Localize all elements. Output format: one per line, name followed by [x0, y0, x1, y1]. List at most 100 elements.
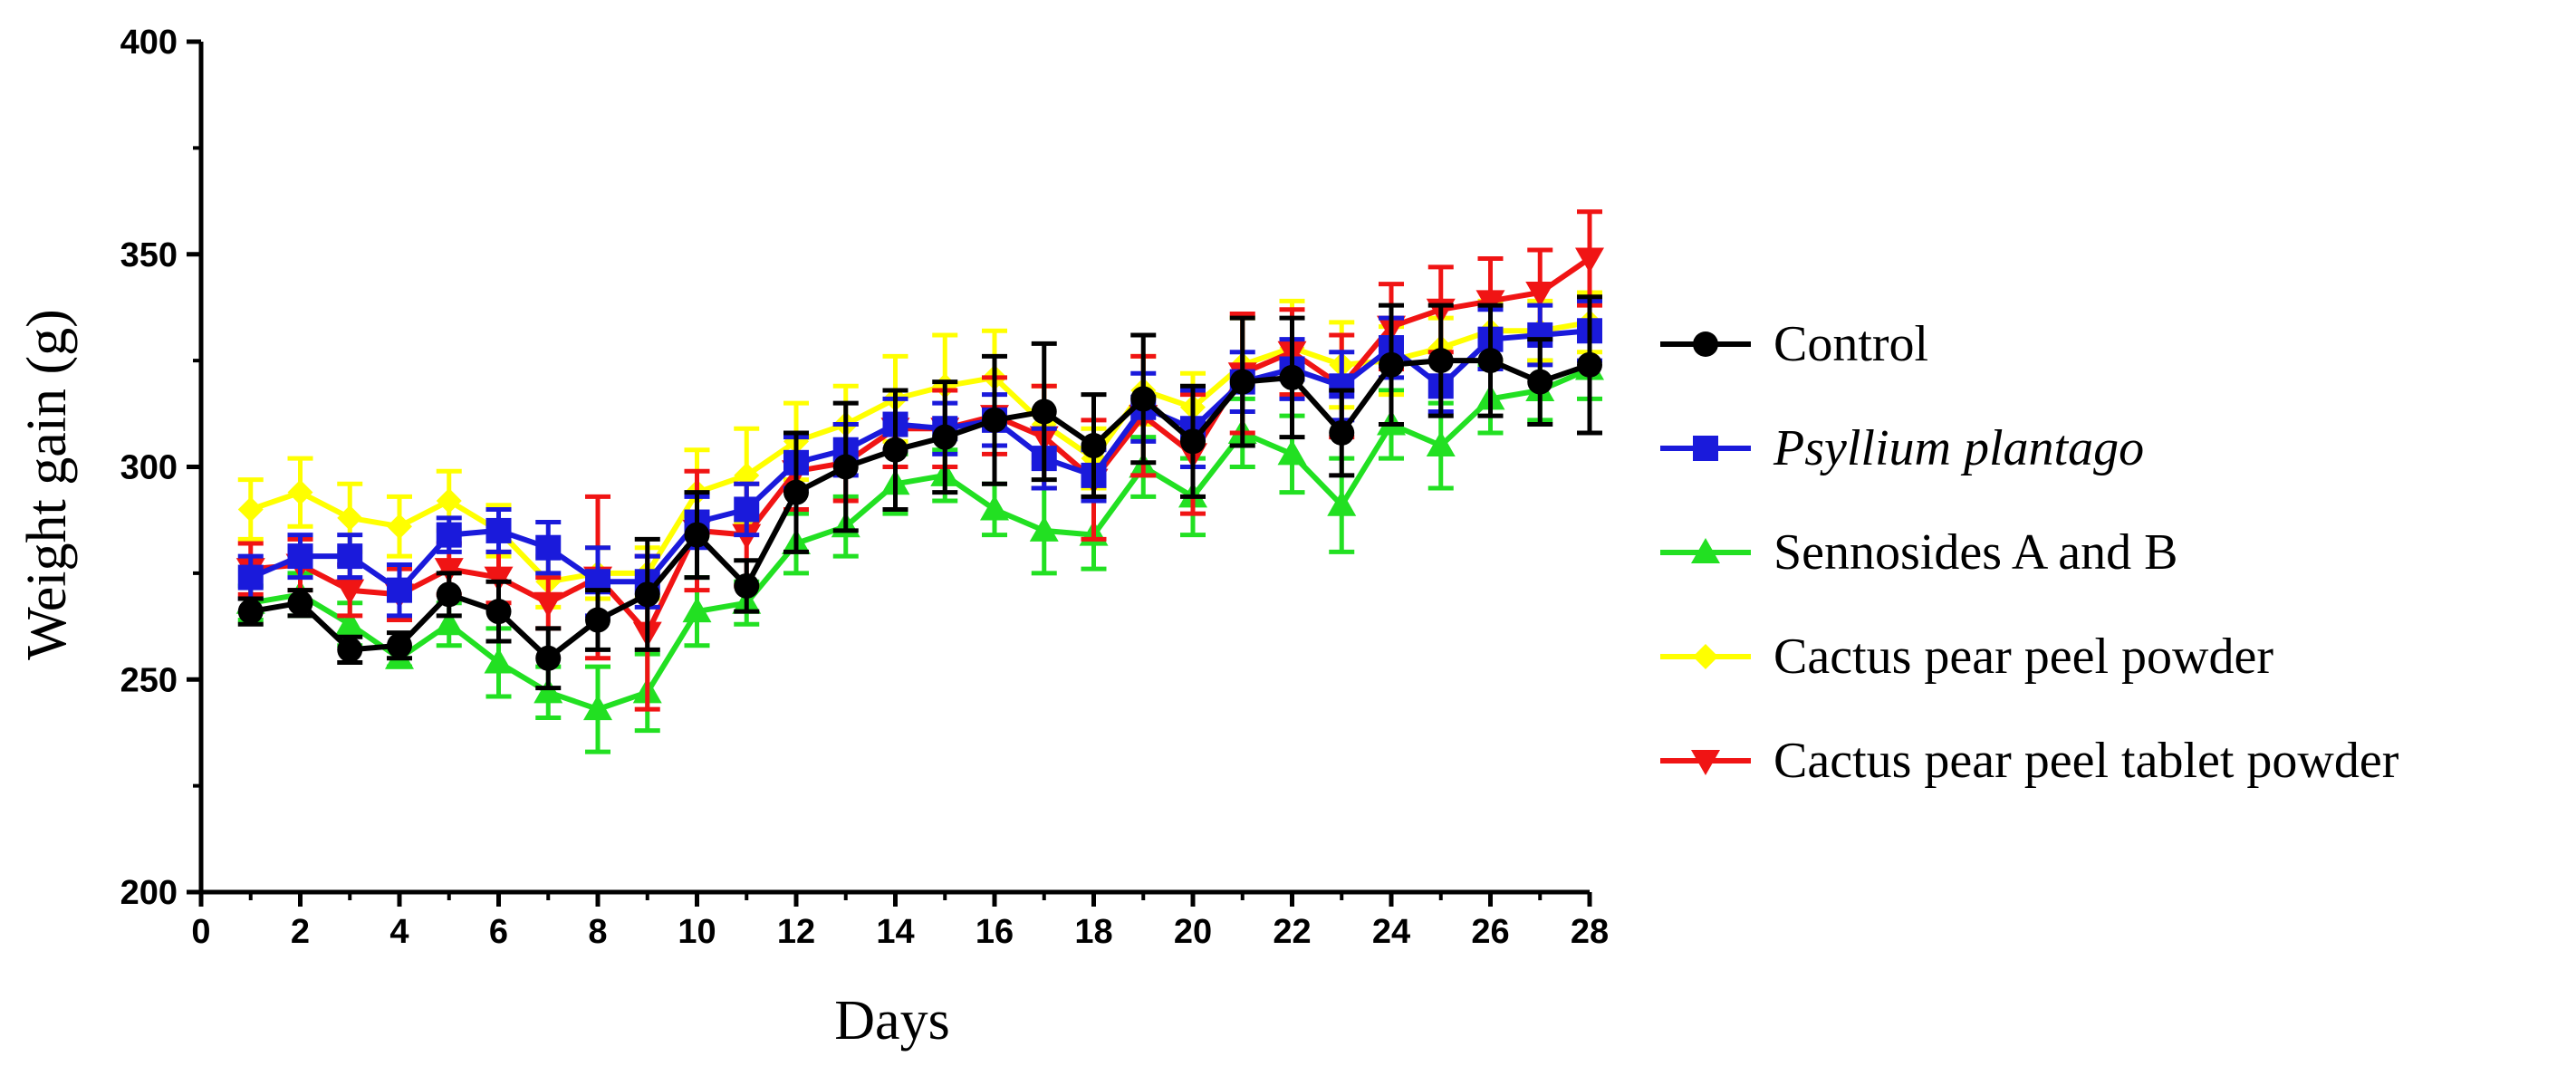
legend-item-0: Control	[1660, 316, 1928, 372]
data-point	[1029, 515, 1059, 542]
data-point	[1477, 348, 1504, 374]
data-point	[436, 488, 462, 514]
legend-swatch-marker	[1693, 436, 1718, 461]
data-point	[287, 543, 313, 570]
data-point	[436, 581, 462, 608]
data-point	[1427, 348, 1454, 374]
data-point	[980, 495, 1009, 521]
data-point	[237, 564, 264, 591]
series-layer	[235, 209, 1604, 754]
data-point	[533, 677, 563, 704]
data-point	[932, 424, 958, 450]
legend-swatch-marker	[1693, 644, 1718, 669]
data-point	[1575, 247, 1604, 274]
legend-item-3: Cactus pear peel powder	[1660, 629, 2273, 685]
data-point	[1277, 439, 1307, 466]
y-tick-label: 350	[120, 236, 178, 274]
data-point	[682, 597, 712, 623]
legend-label: Cactus pear peel powder	[1773, 629, 2273, 685]
data-point	[287, 590, 313, 616]
y-axis-title: Weight gain (g)	[16, 309, 78, 660]
data-point	[484, 648, 514, 674]
x-tick-label: 0	[191, 913, 210, 951]
data-point	[1527, 369, 1553, 395]
data-point	[436, 522, 462, 548]
legend-swatch-marker	[1691, 750, 1720, 775]
data-point	[882, 437, 908, 463]
data-point	[684, 522, 710, 548]
data-point	[1426, 431, 1456, 457]
legend-label: Psyllium plantago	[1773, 420, 2144, 476]
data-point	[1329, 419, 1355, 446]
data-point	[484, 566, 514, 592]
data-point	[734, 496, 760, 523]
data-point	[585, 607, 610, 633]
x-tick-label: 4	[389, 913, 409, 951]
data-point	[1031, 399, 1057, 425]
y-tick-label: 400	[120, 24, 178, 62]
x-tick-label: 28	[1571, 913, 1609, 951]
data-point	[1475, 290, 1505, 316]
legend-label: Control	[1773, 316, 1928, 372]
data-point	[982, 407, 1007, 433]
x-tick-label: 2	[291, 913, 310, 951]
x-tick-label: 14	[876, 913, 914, 951]
data-point	[337, 637, 363, 663]
data-point	[337, 504, 363, 531]
legend-swatch-marker	[1691, 538, 1720, 563]
data-point	[583, 695, 612, 721]
x-tick-label: 22	[1273, 913, 1311, 951]
data-point	[335, 610, 365, 636]
series-line	[250, 366, 1591, 713]
legend-item-1: Psyllium plantago	[1660, 420, 2144, 476]
x-tick-label: 16	[976, 913, 1014, 951]
legend-label: Sennosides A and B	[1773, 524, 2177, 581]
data-point	[832, 454, 859, 480]
x-tick-label: 6	[489, 913, 508, 951]
x-tick-label: 18	[1074, 913, 1112, 951]
x-tick-label: 24	[1372, 913, 1410, 951]
data-point	[1327, 490, 1357, 516]
series-line	[249, 328, 1591, 593]
series-0	[237, 294, 1602, 691]
data-point	[783, 479, 809, 505]
x-tick-label: 20	[1174, 913, 1212, 951]
legend-label: Cactus pear peel tablet powder	[1773, 733, 2399, 789]
x-tick-label: 8	[588, 913, 607, 951]
data-point	[734, 572, 760, 599]
data-point	[634, 581, 660, 608]
data-point	[533, 591, 563, 618]
data-point	[535, 645, 562, 671]
x-tick-label: 26	[1471, 913, 1509, 951]
data-point	[1081, 433, 1107, 459]
data-point	[1525, 282, 1555, 308]
x-tick-label: 12	[777, 913, 815, 951]
data-point	[485, 517, 512, 543]
data-point	[535, 534, 562, 561]
data-point	[387, 514, 412, 540]
data-point	[387, 577, 412, 603]
legend: Control Psyllium plantago Sennosides A and…	[1660, 316, 2399, 789]
series-line	[249, 319, 1591, 585]
series-line	[250, 358, 1591, 661]
x-axis-title: Days	[834, 990, 949, 1052]
data-point	[1379, 351, 1404, 378]
legend-item-4: Cactus pear peel tablet powder	[1660, 733, 2399, 789]
data-point	[1130, 386, 1157, 412]
data-point	[387, 632, 412, 658]
data-point	[237, 599, 264, 625]
data-point	[237, 496, 264, 523]
y-tick-label: 200	[120, 874, 178, 912]
legend-swatch-marker	[1693, 331, 1718, 357]
data-point	[287, 479, 313, 505]
data-point	[335, 579, 365, 605]
data-point	[337, 543, 363, 570]
y-tick-label: 250	[120, 661, 178, 699]
data-point	[1229, 369, 1255, 395]
legend-item-2: Sennosides A and B	[1660, 524, 2177, 581]
data-point	[1577, 351, 1602, 378]
data-point	[434, 558, 464, 584]
data-point	[1279, 364, 1305, 390]
data-point	[434, 610, 464, 636]
